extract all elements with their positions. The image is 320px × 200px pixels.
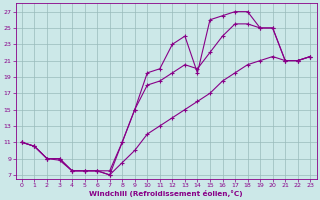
X-axis label: Windchill (Refroidissement éolien,°C): Windchill (Refroidissement éolien,°C): [89, 190, 243, 197]
